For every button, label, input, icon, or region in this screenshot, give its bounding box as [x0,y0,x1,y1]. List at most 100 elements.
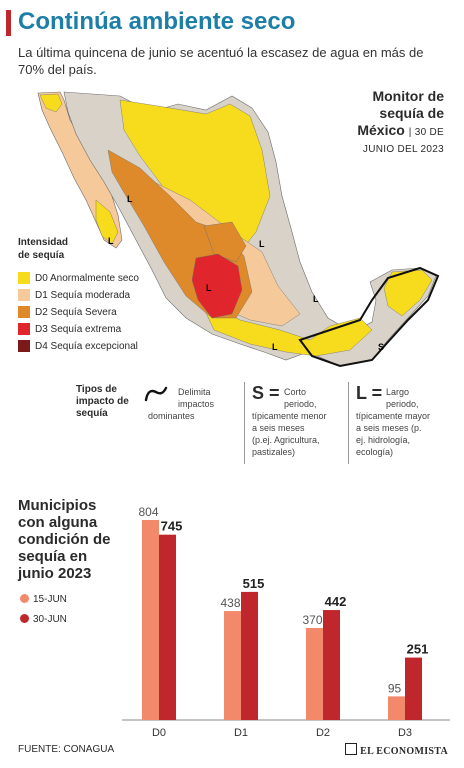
swatch-d3 [18,323,30,335]
source-note: FUENTE: CONAGUA [18,744,115,755]
impact-title-line2: impacto de [76,396,129,407]
bar-d1-30-jun [241,591,258,720]
data-label-d2-15-jun: 370 [302,613,322,627]
data-label-d0-15-jun: 804 [138,505,158,519]
page-title: Continúa ambiente seco [18,8,296,35]
dominant-line2: impactos [178,399,215,409]
bar-d1-15-jun [224,611,241,720]
legend-item-d3: D3 Sequía extrema [18,323,121,336]
intensity-legend-title: Intensidad de sequía [18,236,68,262]
monitor-title: Monitor de sequía de México | 30 DE JUNI… [304,88,444,158]
data-label-d3-30-jun: 251 [407,642,429,657]
chart-title-line4: sequía en [18,548,88,565]
drought-map: L L L L L L S [37,91,440,368]
legend-item-d0: D0 Anormalmente seco [18,272,139,285]
map-baja-d0 [39,93,63,113]
swatch-d2 [18,306,30,318]
legend-item-d1: D1 Sequía moderada [18,289,130,302]
data-label-d1-15-jun: 438 [220,596,240,610]
brand-name: EL ECONOMISTA [360,746,448,757]
map-d0-yucatan [383,269,433,317]
map-label-l-6: L [313,294,319,304]
short-line2: periodo, [284,399,317,409]
intensity-title-line2: de sequía [18,250,65,261]
long-line5: ej. hidrología, [356,435,411,445]
data-label-d0-30-jun: 745 [161,519,183,534]
long-line4: a seis meses (p. [356,423,422,433]
swatch-d0 [18,272,30,284]
x-tick-label-d1: D1 [234,727,248,739]
map-d2-east [203,221,247,263]
x-tick-label-d2: D2 [316,727,330,739]
brand-logo: EL ECONOMISTA [345,743,448,757]
short-line6: pastizales) [252,447,296,457]
short-line1: Corto [284,387,307,397]
chart-title-line1: Municipios [18,497,97,514]
dominant-line3: dominantes [148,411,195,421]
bar-d3-15-jun [388,696,405,720]
map-baja-south [95,199,119,245]
series-label-15jun: 15-JUN [33,594,67,605]
bar-d0-30-jun [159,534,176,720]
dominant-line1: Delimita [178,387,211,397]
impact-title-line1: Tipos de [76,384,117,395]
map-label-l-2: L [108,236,114,246]
intensity-title-line1: Intensidad [18,237,69,248]
legend-item-d4: D4 Sequía excepcional [18,340,138,353]
legend-label-d3: D3 Sequía extrema [35,324,122,335]
map-label-l-4: L [206,283,212,293]
x-tick-label-d0: D0 [152,727,166,739]
series-legend-30jun: 30-JUN [20,614,67,625]
swatch-d1 [18,289,30,301]
legend-item-d2: D2 Sequía Severa [18,306,117,319]
legend-label-d4: D4 Sequía excepcional [35,341,138,352]
brand-mark-icon [345,743,358,755]
monitor-line2: sequía de [379,105,444,121]
map-label-s: S [378,342,384,352]
long-line3: típicamente mayor [356,411,431,421]
series-dot-15jun [20,594,29,603]
data-label-d3-15-jun: 95 [388,681,402,695]
long-line2: periodo, [386,399,419,409]
divider-1 [244,382,245,464]
short-period-letter: S = [252,383,280,403]
swatch-d4 [18,340,30,352]
chart-title-line2: con alguna [18,514,98,531]
long-period-desc: Largo periodo, típicamente mayor a seis … [356,386,452,458]
bar-d3-30-jun [405,657,422,720]
map-label-l-1: L [127,194,133,204]
monitor-date2: JUNIO DEL 2023 [362,144,444,155]
bar-d2-30-jun [323,610,340,720]
short-line3: típicamente menor [252,411,327,421]
bar-d0-15-jun [142,520,159,720]
x-tick-label-d3: D3 [398,727,412,739]
legend-label-d1: D1 Sequía moderada [35,290,131,301]
series-legend-15jun: 15-JUN [20,594,67,605]
boundary-line-icon [144,386,168,402]
dominant-desc: Delimita impactos dominantes [148,386,238,422]
map-d0-south [199,299,373,357]
map-label-l-3: L [259,239,265,249]
legend-label-d0: D0 Anormalmente seco [35,273,139,284]
map-d0-north [119,99,271,253]
title-accent-bar [6,10,11,36]
impact-title-line3: sequía [76,408,108,419]
bar-d2-15-jun [306,627,323,720]
page-subtitle: La última quincena de junio se acentuó l… [18,45,424,77]
monitor-line3: México [357,122,405,138]
monitor-date1: 30 DE [414,127,444,138]
legend-label-d2: D2 Sequía Severa [35,307,117,318]
map-impact-boundary [298,266,440,368]
chart-title-line3: condición de [18,531,111,548]
long-line6: ecología) [356,447,394,457]
series-dot-30jun [20,614,29,623]
impact-types-title: Tipos de impacto de sequía [76,384,129,420]
monitor-line1: Monitor de [372,88,444,104]
chart-title: Municipios con alguna condición de sequí… [18,497,138,582]
short-line4: a seis meses [252,423,305,433]
map-d3 [191,253,243,319]
short-line5: (p.ej. Agricultura, [252,435,320,445]
short-period-desc: Corto periodo, típicamente menor a seis … [252,386,344,458]
divider-2 [348,382,349,464]
